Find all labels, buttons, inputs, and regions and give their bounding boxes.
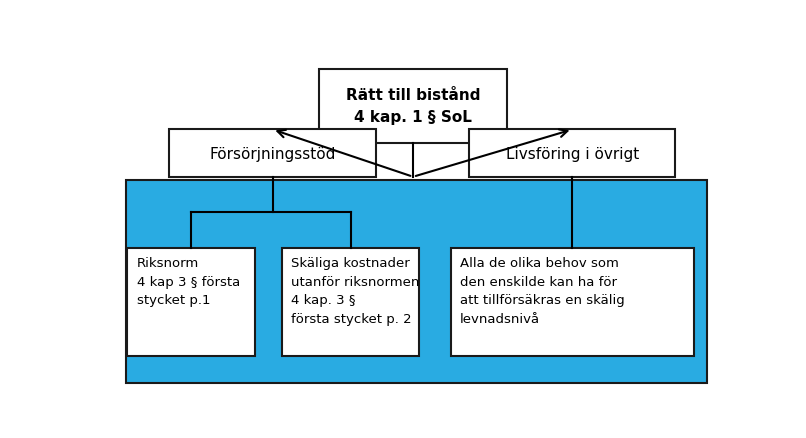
Bar [126,181,707,383]
Bar [169,130,376,177]
Bar [469,130,675,177]
Text: Försörjningsstöd: Försörjningsstöd [210,146,336,161]
Text: Riksnorm
4 kap 3 § första
stycket p.1: Riksnorm 4 kap 3 § första stycket p.1 [137,257,240,307]
Text: Livsföring i övrigt: Livsföring i övrigt [505,146,639,161]
Text: Rätt till bistånd
4 kap. 1 § SoL: Rätt till bistånd 4 kap. 1 § SoL [346,88,480,125]
Text: Skäliga kostnader
utanför riksnormen
4 kap. 3 §
första stycket p. 2: Skäliga kostnader utanför riksnormen 4 k… [291,257,420,325]
Bar [319,69,507,144]
Bar [451,248,694,356]
Bar [127,248,256,356]
Text: Alla de olika behov som
den enskilde kan ha för
att tillförsäkras en skälig
levn: Alla de olika behov som den enskilde kan… [460,257,625,325]
Bar [282,248,419,356]
